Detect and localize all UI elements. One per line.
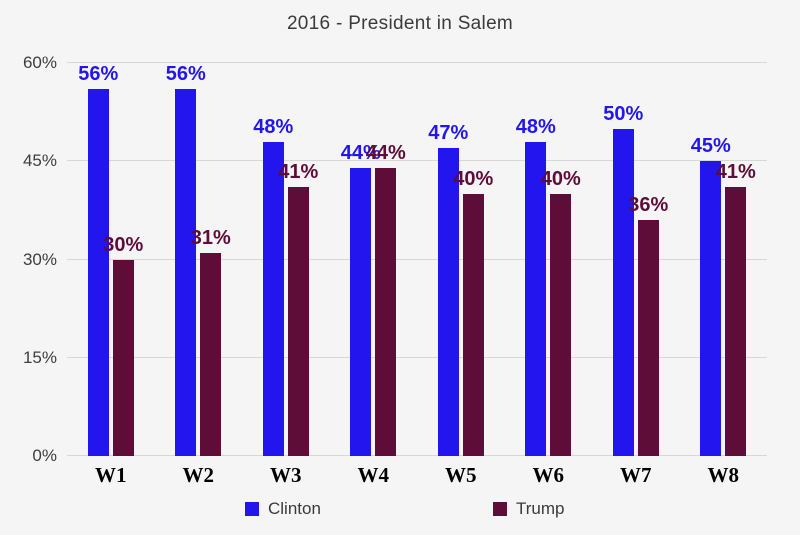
value-label-clinton-w2: 56% — [165, 63, 206, 86]
bar-clinton-w5 — [437, 148, 459, 456]
value-label-trump-w5: 40% — [453, 168, 494, 190]
ytick-45: 45% — [22, 151, 57, 171]
legend-swatch-clinton — [245, 502, 259, 516]
bar-clinton-w4 — [350, 167, 372, 456]
xtick-w3: W3 — [270, 463, 302, 487]
bar-trump-w6 — [550, 194, 572, 456]
ytick-60: 60% — [22, 53, 57, 72]
value-label-trump-w7: 36% — [628, 194, 669, 217]
value-label-clinton-w8: 45% — [690, 135, 731, 158]
gridline-60 — [67, 62, 767, 63]
bar-clinton-w6 — [525, 141, 547, 456]
xtick-w6: W6 — [532, 463, 565, 487]
legend-item-trump: Trump — [493, 499, 565, 519]
legend-swatch-trump — [493, 502, 507, 516]
ytick-15: 15% — [22, 347, 57, 367]
bar-trump-w8 — [725, 187, 747, 456]
value-label-clinton-w3: 48% — [253, 115, 294, 138]
value-label-trump-w3: 41% — [278, 161, 319, 184]
value-label-clinton-w1: 56% — [78, 63, 119, 86]
bar-trump-w3 — [287, 187, 309, 456]
xtick-w8: W8 — [707, 463, 740, 487]
ytick-30: 30% — [22, 249, 57, 269]
xtick-w2: W2 — [182, 463, 215, 487]
value-label-trump-w2: 31% — [190, 226, 231, 249]
value-label-trump-w4: 44% — [365, 141, 406, 164]
bar-trump-w4 — [375, 167, 397, 456]
bar-trump-w5 — [462, 194, 484, 456]
bar-trump-w7 — [637, 220, 659, 456]
bar-trump-w2 — [200, 252, 222, 456]
value-label-trump-w8: 41% — [715, 161, 756, 184]
value-label-clinton-w4: 44% — [340, 141, 381, 164]
xtick-w1: W1 — [95, 463, 127, 487]
value-label-clinton-w7: 50% — [603, 102, 644, 125]
plot-area: 56% 30% 56% 31% 48% 41% 44% 44% 47% 40% 48% 40% 50% 3… — [67, 62, 767, 456]
gridline-45 — [67, 160, 767, 162]
value-label-clinton-w6: 48% — [515, 115, 556, 138]
ytick-0: 0% — [32, 446, 57, 465]
bar-clinton-w3 — [262, 141, 284, 456]
chart-title: 2016 - President in Salem — [286, 13, 514, 34]
value-label-clinton-w5: 47% — [428, 122, 469, 145]
gridline-0 — [67, 455, 767, 456]
bar-trump-w1 — [112, 259, 134, 456]
gridline-30 — [67, 258, 767, 260]
bar-clinton-w2 — [175, 89, 197, 456]
value-label-trump-w1: 30% — [103, 233, 144, 256]
value-label-trump-w6: 40% — [540, 168, 581, 190]
bar-clinton-w1 — [87, 89, 109, 456]
gridline-15 — [67, 356, 767, 358]
legend-label-clinton: Clinton — [268, 499, 321, 518]
bar-clinton-w7 — [612, 128, 634, 456]
legend-label-trump: Trump — [516, 499, 565, 518]
bar-clinton-w8 — [700, 161, 722, 456]
legend-item-clinton: Clinton — [245, 499, 321, 519]
xtick-w4: W4 — [357, 463, 390, 487]
xtick-w5: W5 — [445, 463, 477, 487]
xtick-w7: W7 — [620, 463, 652, 487]
